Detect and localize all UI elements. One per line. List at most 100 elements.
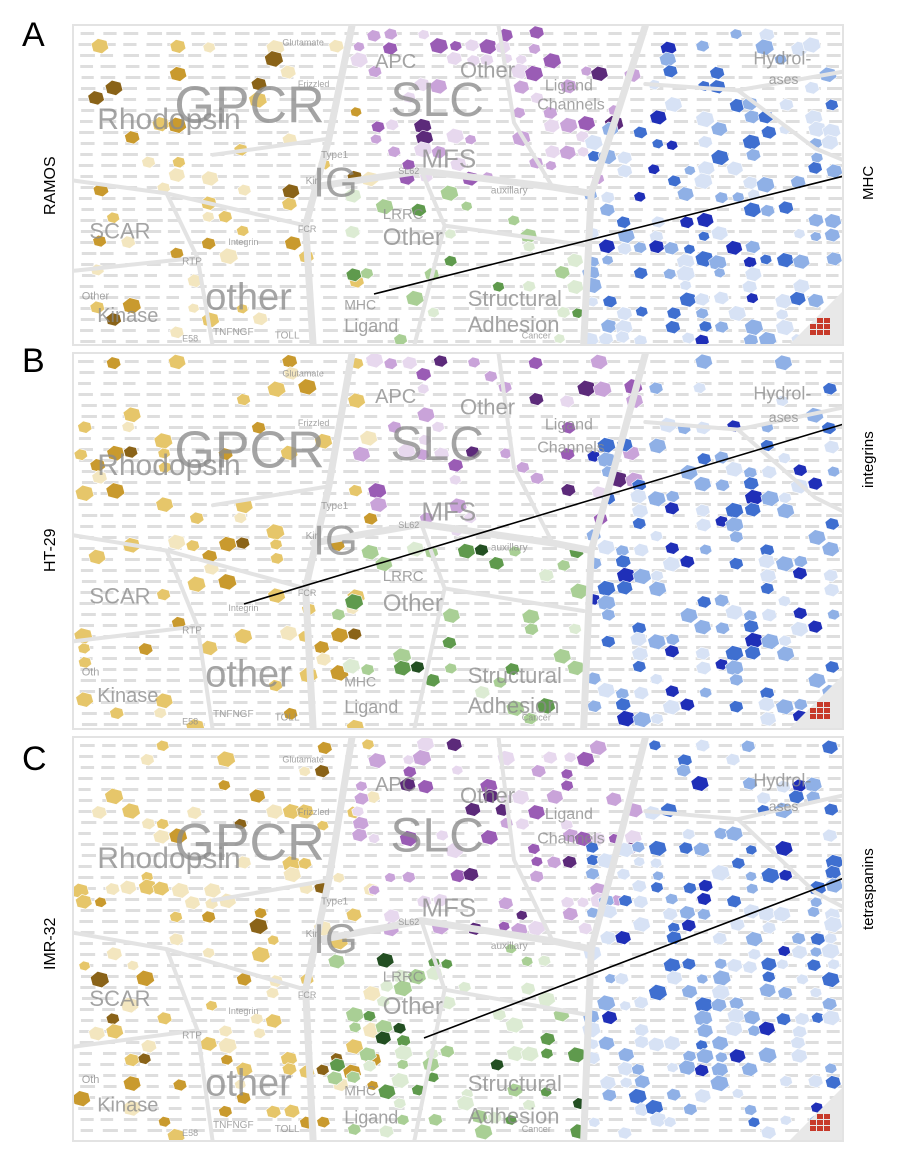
region-label-other: other (205, 654, 292, 696)
callout-label-a: MHC (860, 165, 877, 200)
cell-line-label-c: IMR-32 (42, 917, 59, 970)
region-label-auxiliary: auxillary (491, 185, 528, 196)
region-label-rhodopsin: Rhodopsin (97, 449, 240, 482)
region-label-mhc-1: MHC (344, 1082, 376, 1098)
protein-cells (87, 26, 842, 344)
region-label-fcr: FCR (298, 588, 317, 598)
logo-icon (810, 1114, 830, 1131)
region-label-lrrc: LRRC (383, 969, 424, 986)
region-label-gpcr: GPCR (174, 77, 324, 135)
region-labels: GlutamateFrizzledGPCRRhodopsinAPCSLCOthe… (82, 37, 812, 343)
region-label-hydro-1: Hydrol- (753, 771, 811, 791)
region-label-adhesion: Adhesion (468, 1104, 560, 1129)
region-label-other-kinase: Other (82, 291, 110, 303)
region-label-other-slc: Other (460, 58, 515, 83)
region-label-mhc-2: Ligand (344, 316, 398, 336)
region-label-rhodopsin: Rhodopsin (97, 103, 240, 136)
region-label-other-lrrc: Other (383, 224, 443, 251)
panel-letter-c: C (22, 740, 47, 778)
region-label-kinase: Kinase (97, 1095, 158, 1117)
region-label-tnfngf: TNFNGF (213, 1120, 254, 1131)
region-label-structural: Structural (468, 286, 562, 311)
region-label-frizzled: Frizzled (298, 807, 330, 817)
region-label-auxiliary: auxillary (491, 543, 528, 554)
region-label-type1: Type1 (321, 897, 349, 908)
region-label-e58: E58 (182, 334, 198, 344)
region-label-integrin: Integrin (228, 1006, 258, 1016)
region-label-ligand-channels-1: Ligand (545, 806, 593, 823)
region-label-other-slc: Other (460, 783, 515, 808)
region-label-ligand-channels-1: Ligand (545, 77, 593, 94)
region-label-ig: IG (313, 159, 357, 206)
treemap-canvas: GlutamateFrizzledGPCRRhodopsinAPCSLCOthe… (74, 26, 842, 344)
region-label-integrin: Integrin (228, 237, 258, 247)
region-label-e58: E58 (182, 1128, 198, 1138)
region-label-ig: IG (313, 516, 357, 563)
panel-letter-b: B (22, 342, 45, 380)
region-label-hydro-1: Hydrol- (753, 49, 811, 69)
region-label-other-lrrc: Other (383, 590, 443, 617)
logo-icon (810, 318, 830, 335)
region-label-rhodopsin: Rhodopsin (97, 842, 240, 875)
region-label-hydro-1: Hydrol- (753, 383, 811, 403)
callout-leader-line (423, 877, 842, 1039)
region-label-mhc-2: Ligand (344, 1108, 398, 1128)
region-label-lrrc: LRRC (383, 206, 424, 223)
region-label-gpcr: GPCR (174, 814, 324, 872)
region-label-toll: TOLL (275, 330, 300, 341)
region-label-rtp: RTP (182, 256, 202, 267)
region-label-glutamate: Glutamate (282, 754, 324, 764)
region-label-scar: SCAR (89, 219, 150, 244)
region-label-sl62: SL62 (398, 166, 419, 176)
region-label-sl62: SL62 (398, 520, 419, 530)
region-label-tnfngf: TNFNGF (213, 709, 254, 720)
region-label-frizzled: Frizzled (298, 418, 330, 428)
region-label-cancer: Cancer (522, 330, 551, 340)
region-label-frizzled: Frizzled (298, 79, 330, 89)
region-label-ig: IG (313, 915, 357, 962)
region-borders (74, 26, 842, 344)
region-label-rtp: RTP (182, 626, 202, 637)
region-label-apc: APC (375, 386, 416, 408)
cell-line-label-a: RAMOS (42, 156, 59, 215)
logo-icon (810, 702, 830, 719)
region-borders (74, 738, 842, 1140)
region-label-cancer: Cancer (522, 713, 551, 723)
callout-leader-line (373, 175, 842, 295)
region-label-lrrc: LRRC (383, 568, 424, 585)
region-label-other-kinase: Oth (82, 666, 100, 678)
region-label-glutamate: Glutamate (282, 369, 324, 379)
region-label-integrin: Integrin (228, 603, 258, 613)
region-label-other-kinase: Oth (82, 1074, 100, 1086)
region-label-mhc-1: MHC (344, 674, 376, 690)
region-label-scar: SCAR (89, 584, 150, 609)
region-label-type1: Type1 (321, 150, 349, 161)
region-label-gpcr: GPCR (174, 421, 324, 479)
region-label-other: other (205, 1062, 292, 1104)
region-label-toll: TOLL (275, 713, 300, 724)
protein-cells (74, 738, 842, 1140)
region-label-adhesion: Adhesion (468, 312, 560, 337)
region-label-apc: APC (375, 774, 416, 796)
region-label-hydro-2: ases (769, 798, 799, 814)
region-label-hydro-2: ases (769, 409, 799, 425)
callout-label-b: integrins (860, 431, 877, 488)
treemap-canvas: GlutamateFrizzledGPCRRhodopsinAPCSLCOthe… (74, 354, 842, 728)
region-label-other: other (205, 276, 292, 318)
region-label-hydro-2: ases (769, 71, 799, 87)
region-label-kinase: Kinase (97, 685, 158, 707)
region-label-kir: Kir (306, 929, 319, 940)
region-label-ligand-channels-2: Channels (537, 439, 605, 456)
region-borders (74, 354, 842, 728)
region-label-type1: Type1 (321, 501, 349, 512)
region-label-slc: SLC (391, 418, 484, 471)
region-label-mhc-2: Ligand (344, 697, 398, 717)
region-label-slc: SLC (391, 810, 484, 863)
region-label-mfs: MFS (421, 144, 476, 174)
region-label-ligand-channels-2: Channels (537, 831, 605, 848)
panel-letter-a: A (22, 16, 45, 54)
region-label-cancer: Cancer (522, 1124, 551, 1134)
region-label-other-slc: Other (460, 395, 515, 420)
